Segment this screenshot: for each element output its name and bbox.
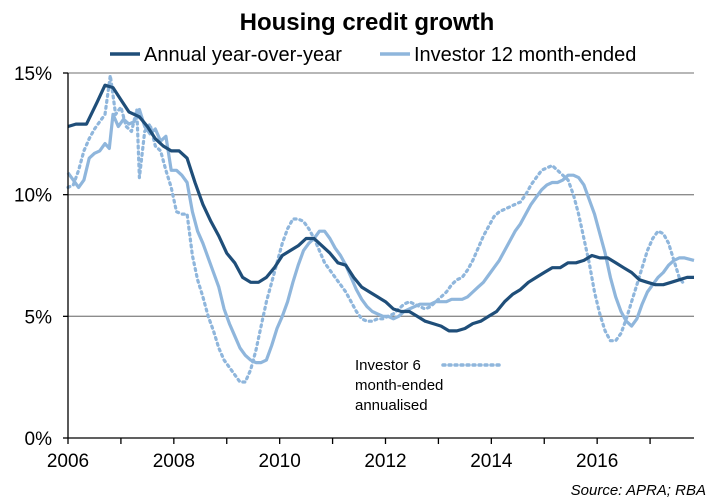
source-note: Source: APRA; RBA <box>571 482 706 499</box>
x-tick-label: 2010 <box>259 451 301 472</box>
annotation-line-2: month-ended <box>355 377 443 394</box>
y-tick-label: 15% <box>14 64 52 85</box>
gridlines <box>68 72 694 317</box>
series-layer <box>66 73 695 384</box>
series-line-investor-12-month-ended <box>66 107 695 365</box>
legend-label-annual: Annual year-over-year <box>144 44 342 66</box>
x-tick-label: 2012 <box>364 451 406 472</box>
legend-label-investor-12: Investor 12 month-ended <box>414 44 636 66</box>
legend: Annual year-over-year Investor 12 month-… <box>110 44 636 66</box>
series-line-annual-year-over-year <box>67 83 694 333</box>
x-tick-label: 2006 <box>47 451 89 472</box>
y-tick-labels: 0% 5% 10% 15% <box>14 64 52 450</box>
x-tick-label: 2014 <box>470 451 513 472</box>
y-tick-label: 0% <box>25 429 53 450</box>
series-line-investor-6-month-ended-annualised <box>66 73 687 384</box>
x-tick-labels: 2006 2008 2010 2012 2014 2016 <box>47 451 618 472</box>
x-tick-label: 2016 <box>576 451 618 472</box>
annotation-investor-6: Investor 6 month-ended annualised <box>355 357 505 414</box>
y-tick-label: 10% <box>14 186 52 207</box>
annotation-line-3: annualised <box>355 397 428 414</box>
x-tick-label: 2008 <box>153 451 195 472</box>
y-tick-label: 5% <box>25 307 53 328</box>
annotation-line-1: Investor 6 <box>355 357 421 374</box>
chart-title: Housing credit growth <box>240 9 495 36</box>
axes <box>63 72 694 444</box>
